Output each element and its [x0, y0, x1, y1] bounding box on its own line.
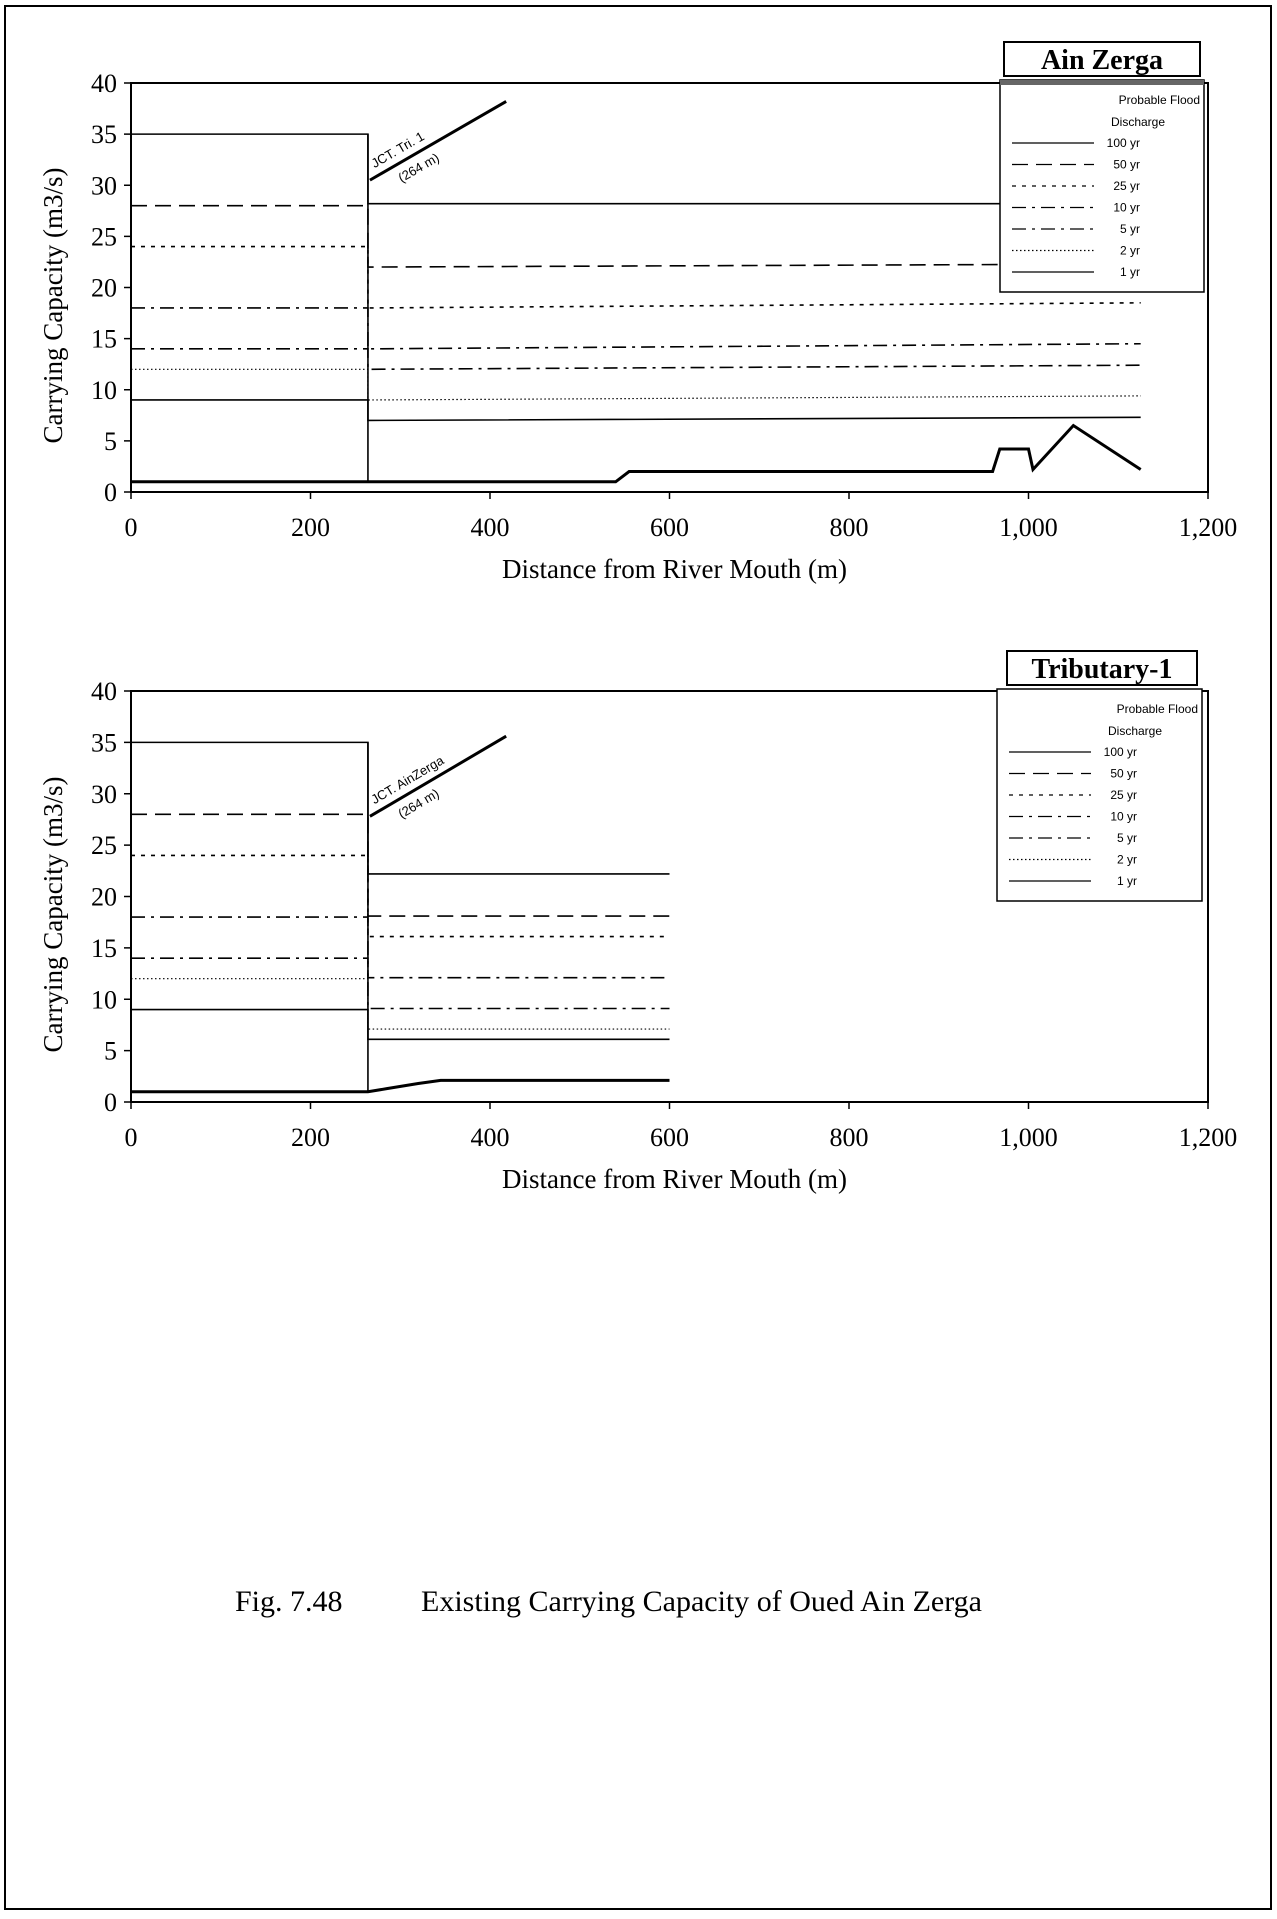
y-axis-label: Carrying Capacity (m3/s)	[38, 168, 68, 444]
junction-pointer	[369, 100, 507, 182]
y-tick-label: 35	[91, 120, 117, 149]
chart-title-box	[1006, 650, 1198, 686]
x-tick-label: 800	[830, 1123, 869, 1152]
legend-entry: 50 yr	[1110, 767, 1137, 781]
x-tick-label: 200	[291, 513, 330, 542]
legend-title: Discharge	[1108, 724, 1162, 738]
y-tick-label: 20	[91, 274, 117, 303]
chart-title: Ain Zerga	[1041, 45, 1163, 76]
figure-caption-text: Existing Carrying Capacity of Oued Ain Z…	[421, 1585, 982, 1618]
series-line-100yr	[131, 741, 670, 875]
series-line-1yr	[131, 1008, 670, 1041]
x-tick-label: 1,200	[1179, 513, 1238, 542]
x-tick-label: 600	[650, 1123, 689, 1152]
series-line-50yr	[131, 813, 670, 917]
series-line-50yr	[131, 204, 1141, 268]
x-tick-label: 600	[650, 513, 689, 542]
series-line-2yr	[131, 368, 1141, 401]
series-line-10yr	[131, 307, 1141, 350]
y-tick-label: 40	[91, 677, 117, 706]
legend-entry: 25 yr	[1113, 179, 1140, 193]
legend-entry: 5 yr	[1120, 222, 1140, 236]
junction-pointer	[369, 734, 507, 818]
capacity-line	[131, 1078, 670, 1094]
y-tick-label: 25	[91, 831, 117, 860]
legend-entry: 100 yr	[1107, 136, 1140, 150]
series-line-10yr	[131, 916, 670, 979]
page-border	[4, 5, 1272, 1910]
legend-box	[999, 79, 1205, 293]
x-tick-label: 400	[471, 1123, 510, 1152]
x-tick-label: 0	[125, 1123, 138, 1152]
chart-title: Tributary-1	[1031, 654, 1172, 685]
x-axis-label: Distance from River Mouth (m)	[502, 554, 847, 584]
y-tick-label: 0	[104, 1088, 117, 1117]
series-line-1yr	[131, 399, 1141, 422]
legend-entry: 10 yr	[1113, 201, 1140, 215]
legend-entry: 1 yr	[1120, 265, 1140, 279]
legend-entry: 100 yr	[1104, 745, 1137, 759]
chart-title-box	[1003, 41, 1201, 77]
capacity-line	[131, 423, 1142, 484]
x-tick-label: 0	[125, 513, 138, 542]
legend-top-band	[1000, 80, 1204, 85]
y-tick-label: 35	[91, 728, 117, 757]
legend-entry: 50 yr	[1113, 158, 1140, 172]
y-tick-label: 25	[91, 222, 117, 251]
series-line-5yr	[131, 957, 670, 1010]
legend-entry: 5 yr	[1117, 831, 1137, 845]
y-tick-label: 5	[104, 427, 117, 456]
legend-entry: 1 yr	[1117, 874, 1137, 888]
y-tick-label: 30	[91, 171, 117, 200]
series-line-100yr	[131, 133, 1141, 205]
series-line-25yr	[131, 854, 670, 938]
y-tick-label: 10	[91, 985, 117, 1014]
x-tick-label: 400	[471, 513, 510, 542]
x-axis-label: Distance from River Mouth (m)	[502, 1164, 847, 1194]
y-tick-label: 10	[91, 376, 117, 405]
figure-number: Fig. 7.48	[235, 1585, 343, 1618]
y-tick-label: 5	[104, 1037, 117, 1066]
legend-entry: 2 yr	[1117, 853, 1137, 867]
y-tick-label: 40	[91, 69, 117, 98]
series-line-5yr	[131, 348, 1141, 371]
legend-entry: 2 yr	[1120, 244, 1140, 258]
legend-entry: 25 yr	[1110, 788, 1137, 802]
y-tick-label: 0	[104, 478, 117, 507]
y-tick-label: 15	[91, 325, 117, 354]
series-line-25yr	[131, 245, 1141, 309]
legend-title: Probable Flood	[1117, 702, 1198, 716]
y-tick-label: 20	[91, 883, 117, 912]
legend-box	[996, 688, 1203, 902]
y-tick-label: 15	[91, 934, 117, 963]
x-tick-label: 200	[291, 1123, 330, 1152]
x-tick-label: 800	[830, 513, 869, 542]
x-tick-label: 1,000	[999, 513, 1058, 542]
x-tick-label: 1,000	[999, 1123, 1058, 1152]
x-tick-label: 1,200	[1179, 1123, 1238, 1152]
y-tick-label: 30	[91, 780, 117, 809]
series-line-2yr	[131, 978, 670, 1030]
y-axis-label: Carrying Capacity (m3/s)	[38, 777, 68, 1053]
figure-caption: Fig. 7.48 Existing Carrying Capacity of O…	[235, 1585, 982, 1619]
legend-title: Discharge	[1111, 115, 1165, 129]
legend-title: Probable Flood	[1119, 93, 1200, 107]
legend-entry: 10 yr	[1110, 810, 1137, 824]
